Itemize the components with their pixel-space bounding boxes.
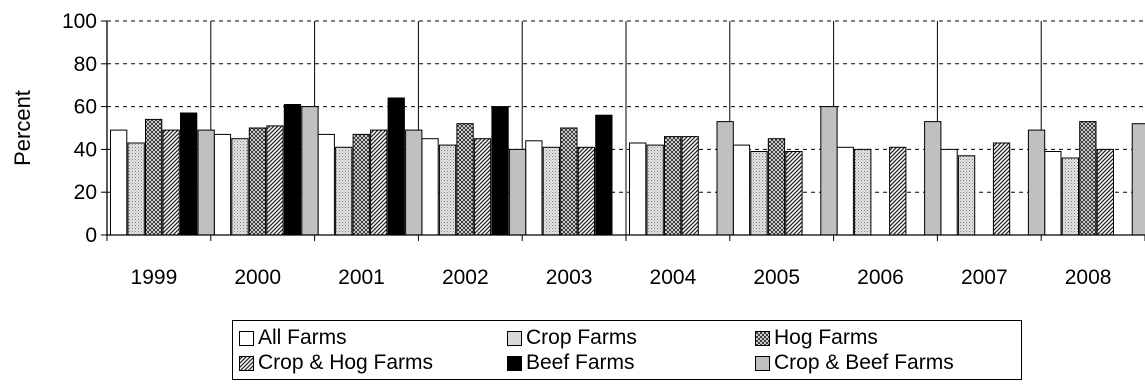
bar-crop-beef-farms-2002	[508, 148, 527, 236]
bar-all-farms-2000	[213, 133, 232, 236]
bar-crop-beef-farms-2001	[405, 129, 423, 236]
bar-crop-hog-farms-2001	[370, 129, 388, 236]
bar-crop-farms-2000	[231, 138, 249, 236]
x-tick-label-2001: 2001	[338, 266, 385, 289]
legend-item-crop-beef-farms: Crop & Beef Farms	[755, 352, 954, 374]
bars	[110, 97, 1145, 236]
legend-label: Beef Farms	[526, 351, 635, 374]
x-tick-label-2005: 2005	[753, 266, 800, 289]
bar-chart: 0 20 40 60 80 100 1999 2000 2001 2002 2003 2004 2005…	[10, 10, 1145, 289]
x-tick-label-2004: 2004	[650, 266, 697, 289]
bar-all-farms-2007	[940, 148, 958, 236]
bar-crop-beef-farms-1999	[197, 129, 215, 236]
bar-hog-farms-2005	[767, 138, 786, 236]
bar-hog-farms-2004	[664, 136, 682, 236]
y-tick-label: 20	[74, 181, 97, 204]
bar-crop-hog-farms-2005	[785, 151, 803, 236]
legend-swatch-all-farms	[239, 330, 254, 346]
legend-item-all-farms: All Farms	[239, 327, 347, 349]
legend-label: Crop & Hog Farms	[258, 351, 434, 374]
legend-label: Hog Farms	[774, 326, 878, 349]
legend-item-crop-hog-farms: Crop & Hog Farms	[239, 352, 433, 374]
bar-all-farms-1999	[110, 129, 128, 236]
bar-all-farms-2004	[629, 142, 647, 236]
legend-swatch-hog-farms	[755, 330, 770, 346]
x-tick-label-2002: 2002	[442, 266, 489, 289]
bar-hog-farms-2002	[456, 123, 474, 236]
bar-all-farms-2001	[317, 133, 335, 236]
bar-beef-farms-2001	[387, 97, 405, 236]
legend-swatch-crop-beef-farms	[755, 355, 770, 371]
bar-hog-farms-1999	[145, 118, 163, 236]
legend-label: All Farms	[258, 326, 347, 349]
x-tick-label-2007: 2007	[961, 266, 1008, 289]
bar-hog-farms-2000	[248, 127, 267, 236]
y-axis-label: Percent	[10, 90, 35, 166]
x-tick-label-2003: 2003	[546, 266, 593, 289]
bar-crop-beef-farms-2008	[1131, 123, 1145, 236]
bar-beef-farms-2002	[491, 106, 509, 236]
bar-crop-hog-farms-2000	[266, 125, 284, 236]
bar-crop-hog-farms-1999	[162, 129, 180, 236]
bar-crop-farms-2007	[957, 155, 976, 236]
bar-crop-farms-2003	[542, 146, 561, 236]
legend-label: Crop & Beef Farms	[774, 351, 954, 374]
y-tick-label: 80	[74, 53, 97, 76]
legend-label: Crop Farms	[526, 326, 637, 349]
bar-crop-farms-2001	[335, 146, 353, 236]
legend-item-beef-farms: Beef Farms	[507, 352, 635, 374]
bar-all-farms-2005	[732, 144, 751, 236]
bar-all-farms-2003	[525, 140, 543, 236]
bar-crop-farms-2008	[1061, 157, 1079, 236]
bar-crop-beef-farms-2007	[1027, 129, 1046, 236]
bar-all-farms-2006	[836, 146, 854, 236]
legend: All Farms Crop Farms Hog Farms Crop & Ho…	[232, 320, 1022, 380]
bar-crop-farms-2002	[438, 144, 457, 236]
bar-beef-farms-1999	[180, 112, 198, 236]
bar-crop-hog-farms-2007	[992, 142, 1011, 236]
bar-beef-farms-2003	[595, 114, 613, 236]
bar-crop-farms-2005	[750, 151, 768, 236]
x-tick-label-2000: 2000	[234, 266, 281, 289]
bar-crop-beef-farms-2004	[716, 121, 734, 236]
legend-swatch-crop-hog-farms	[239, 355, 254, 371]
y-tick-label: 0	[85, 224, 97, 247]
bar-crop-hog-farms-2004	[681, 136, 699, 236]
bar-crop-hog-farms-2006	[889, 146, 907, 236]
legend-swatch-beef-farms	[507, 355, 522, 371]
legend-item-hog-farms: Hog Farms	[755, 327, 878, 349]
axes: 0 20 40 60 80 100 1999 2000 2001 2002 2003 2004 2005…	[62, 10, 1145, 289]
bar-crop-hog-farms-2008	[1096, 148, 1114, 236]
bar-crop-farms-1999	[127, 142, 145, 236]
bar-crop-beef-farms-2006	[924, 121, 942, 236]
y-tick-label: 100	[62, 10, 97, 33]
y-tick-label: 40	[74, 138, 97, 161]
x-tick-label-1999: 1999	[131, 266, 178, 289]
bar-all-farms-2002	[421, 138, 439, 236]
bar-crop-beef-farms-2000	[301, 106, 319, 236]
bar-hog-farms-2001	[352, 133, 370, 236]
bar-all-farms-2008	[1044, 151, 1062, 236]
bar-crop-farms-2006	[854, 148, 872, 236]
legend-item-crop-farms: Crop Farms	[507, 327, 637, 349]
legend-swatch-crop-farms	[507, 330, 522, 346]
bar-beef-farms-2000	[283, 104, 302, 236]
bar-crop-beef-farms-2005	[820, 106, 838, 236]
bar-hog-farms-2008	[1079, 121, 1097, 236]
y-tick-label: 60	[74, 96, 97, 119]
bar-hog-farms-2003	[560, 127, 578, 236]
bar-crop-hog-farms-2002	[473, 138, 492, 236]
bar-crop-hog-farms-2003	[577, 146, 596, 236]
bar-crop-farms-2004	[646, 144, 664, 236]
x-tick-label-2008: 2008	[1065, 266, 1112, 289]
x-tick-label-2006: 2006	[857, 266, 904, 289]
